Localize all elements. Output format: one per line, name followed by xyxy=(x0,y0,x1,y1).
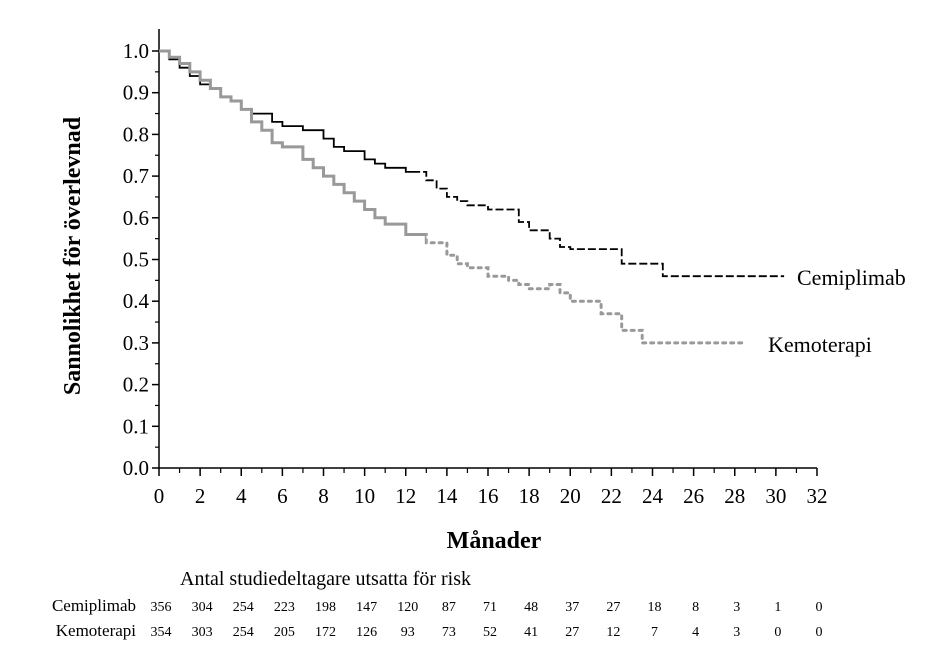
y-tick-label: 0.8 xyxy=(123,122,149,146)
at-risk-cell-kemoterapi: 41 xyxy=(524,625,538,640)
x-tick-label: 20 xyxy=(560,484,581,508)
at-risk-cell-cemiplimab: 120 xyxy=(397,600,418,615)
at-risk-cell-cemiplimab: 254 xyxy=(233,600,254,615)
y-tick-label: 0.3 xyxy=(123,331,149,355)
at-risk-cell-cemiplimab: 198 xyxy=(315,600,336,615)
at-risk-cell-cemiplimab: 223 xyxy=(274,600,295,615)
at-risk-cell-kemoterapi: 52 xyxy=(483,625,497,640)
at-risk-cell-kemoterapi: 205 xyxy=(274,625,295,640)
x-tick-label: 28 xyxy=(724,484,745,508)
at-risk-cell-kemoterapi: 126 xyxy=(356,625,377,640)
at-risk-cell-cemiplimab: 18 xyxy=(648,600,662,615)
at-risk-cell-cemiplimab: 8 xyxy=(692,600,699,615)
x-tick-label: 26 xyxy=(683,484,704,508)
at-risk-cell-kemoterapi: 73 xyxy=(442,625,456,640)
x-tick-label: 18 xyxy=(519,484,540,508)
x-tick-label: 14 xyxy=(436,484,458,508)
at-risk-cell-kemoterapi: 12 xyxy=(606,625,620,640)
at-risk-cell-kemoterapi: 172 xyxy=(315,625,336,640)
at-risk-cell-kemoterapi: 303 xyxy=(192,625,213,640)
at-risk-cell-cemiplimab: 0 xyxy=(816,600,823,615)
x-tick-label: 2 xyxy=(195,484,206,508)
y-tick-label: 0.0 xyxy=(123,456,149,480)
y-tick-label: 0.9 xyxy=(123,81,149,105)
x-axis-title: Månader xyxy=(447,528,542,554)
x-tick-label: 24 xyxy=(642,484,664,508)
y-tick-label: 0.7 xyxy=(123,164,149,188)
x-axis-ticks: 0 2 4 6 8 10 12 14 16 18 20 22 24 26 28 30 32 xyxy=(154,468,828,508)
at-risk-cell-cemiplimab: 356 xyxy=(151,600,172,615)
at-risk-cell-cemiplimab: 71 xyxy=(483,600,497,615)
y-tick-label: 0.5 xyxy=(123,248,149,272)
at-risk-cell-kemoterapi: 0 xyxy=(774,625,781,640)
at-risk-cell-kemoterapi: 7 xyxy=(651,625,658,640)
at-risk-cell-kemoterapi: 4 xyxy=(692,625,699,640)
at-risk-cell-cemiplimab: 27 xyxy=(606,600,620,615)
x-tick-label: 0 xyxy=(154,484,165,508)
y-tick-label: 0.2 xyxy=(123,373,149,397)
series-kemoterapi-curve xyxy=(159,49,427,245)
x-tick-label: 30 xyxy=(765,484,786,508)
x-tick-label: 22 xyxy=(601,484,622,508)
at-risk-cell-cemiplimab: 48 xyxy=(524,600,538,615)
at-risk-row-name-kemoterapi: Kemoterapi xyxy=(56,621,137,640)
at-risk-cell-cemiplimab: 1 xyxy=(774,600,781,615)
series-cemiplimab-curve-tail xyxy=(416,171,785,278)
x-tick-label: 6 xyxy=(277,484,288,508)
at-risk-cell-kemoterapi: 93 xyxy=(401,625,415,640)
at-risk-cell-kemoterapi: 354 xyxy=(151,625,172,640)
at-risk-cell-cemiplimab: 37 xyxy=(565,600,579,615)
at-risk-cell-kemoterapi: 27 xyxy=(565,625,579,640)
x-tick-label: 32 xyxy=(807,484,828,508)
at-risk-cell-kemoterapi: 254 xyxy=(233,625,254,640)
at-risk-cell-cemiplimab: 304 xyxy=(192,600,213,615)
at-risk-cell-kemoterapi: 3 xyxy=(733,625,740,640)
y-tick-label: 0.4 xyxy=(123,289,150,313)
y-tick-label: 1.0 xyxy=(123,39,149,63)
at-risk-cell-cemiplimab: 87 xyxy=(442,600,456,615)
at-risk-cell-cemiplimab: 3 xyxy=(733,600,740,615)
series-kemoterapi-curve-tail xyxy=(426,233,747,345)
at-risk-table: 356 304 254 223 198 147 120 87 71 48 37 27 18 8 3 1 0354… xyxy=(151,600,823,640)
cemiplimab-series-label: Cemiplimab xyxy=(797,265,906,290)
y-axis-ticks: 0.0 0.1 0.2 0.3 0.4 0.5 0.6 0.7 0.8 0.9 1.0 xyxy=(123,39,159,480)
y-axis-title: Sannolikhet för överlevnad xyxy=(60,116,86,395)
at-risk-cell-kemoterapi: 0 xyxy=(816,625,823,640)
x-tick-label: 8 xyxy=(318,484,329,508)
series-cemiplimab-curve xyxy=(159,50,417,173)
x-tick-label: 10 xyxy=(354,484,375,508)
at-risk-cell-cemiplimab: 147 xyxy=(356,600,377,615)
y-tick-label: 0.6 xyxy=(123,206,149,230)
at-risk-row-name-cemiplimab: Cemiplimab xyxy=(52,596,136,615)
x-tick-label: 12 xyxy=(395,484,416,508)
survival-curves xyxy=(159,49,785,345)
at-risk-title: Antal studiedeltagare utsatta för risk xyxy=(180,568,471,590)
axes xyxy=(158,29,817,469)
kemoterapi-series-label: Kemoterapi xyxy=(768,332,872,357)
x-tick-label: 4 xyxy=(236,484,247,508)
x-tick-label: 16 xyxy=(478,484,499,508)
y-tick-label: 0.1 xyxy=(123,414,149,438)
